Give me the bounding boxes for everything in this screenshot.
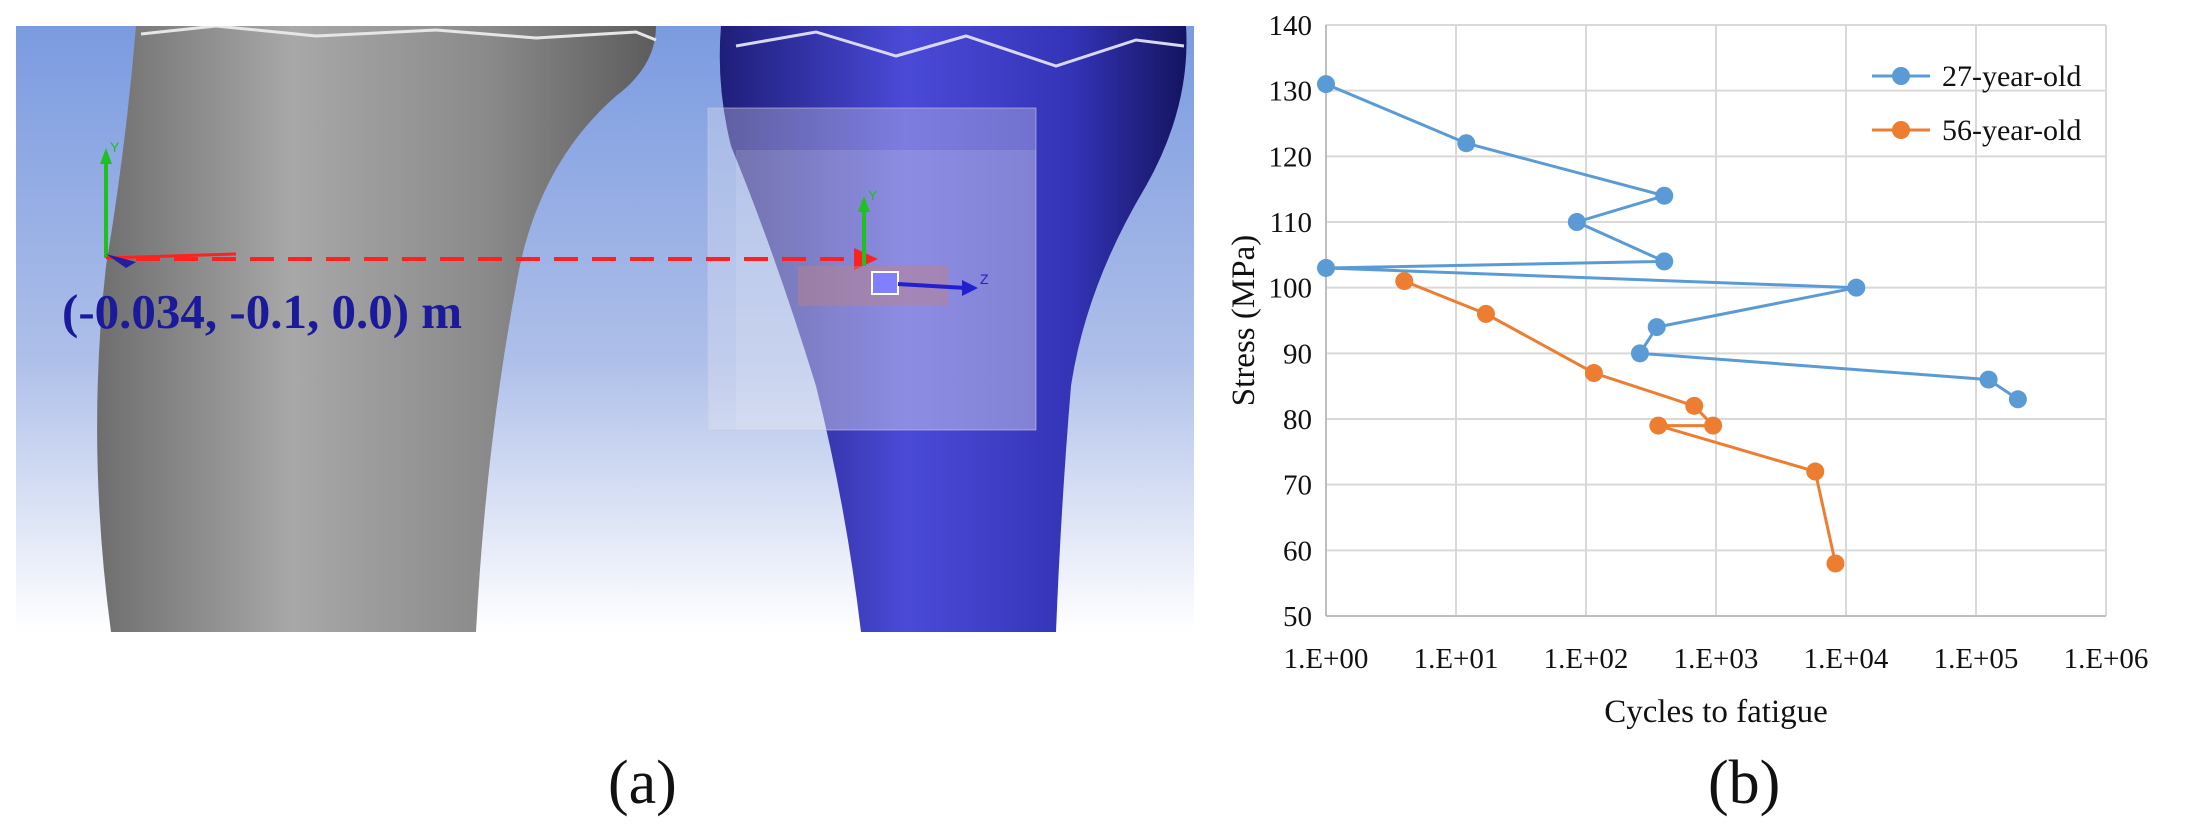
y-tick-label: 50 bbox=[1283, 601, 1312, 633]
data-point-series-1 bbox=[1630, 344, 1649, 363]
data-point-series-2 bbox=[1685, 396, 1704, 415]
y-tick-label: 80 bbox=[1283, 404, 1312, 436]
data-point-series-1 bbox=[1647, 318, 1666, 337]
y-tick-label: 110 bbox=[1270, 207, 1312, 239]
data-point-series-1 bbox=[1317, 75, 1335, 94]
data-point-series-2 bbox=[1395, 272, 1414, 291]
panel-b-chart: 50 60 70 80 90 100 110 120 130 140 1.E+00 1.E+01 1.E… bbox=[1200, 0, 2185, 740]
series-line-2 bbox=[1403, 279, 1837, 564]
legend-label-2: 56-year-old bbox=[1942, 114, 2081, 147]
y-tick-label: 60 bbox=[1283, 535, 1312, 567]
data-point-series-1 bbox=[1567, 213, 1586, 231]
x-tick-label: 1.E+01 bbox=[1414, 643, 1499, 675]
grey-bone-model bbox=[97, 26, 657, 632]
data-point-series-1 bbox=[1317, 258, 1335, 277]
legend-marker-1 bbox=[1892, 67, 1910, 85]
caption-b: (b) bbox=[1708, 749, 1781, 817]
load-marker bbox=[871, 271, 899, 295]
coordinate-label: (-0.034, -0.1, 0.0) m bbox=[62, 284, 463, 339]
data-point-series-1 bbox=[1979, 370, 1998, 389]
y-tick-label: 130 bbox=[1269, 76, 1313, 108]
data-point-series-2 bbox=[1476, 304, 1495, 323]
x-tick-label: 1.E+04 bbox=[1804, 643, 1889, 675]
x-axis-label: Cycles to fatigue bbox=[1604, 694, 1828, 730]
fatigue-chart: 50 60 70 80 90 100 110 120 130 140 1.E+00 1.E+01 1.E… bbox=[1226, 10, 2149, 730]
right-z-axis-label: Z bbox=[980, 271, 989, 287]
x-tick-label: 1.E+00 bbox=[1284, 643, 1369, 675]
data-point-series-2 bbox=[1649, 416, 1668, 435]
y-tick-label: 70 bbox=[1283, 470, 1312, 502]
data-point-series-2 bbox=[1704, 416, 1723, 435]
left-y-axis-arrowhead bbox=[100, 148, 112, 164]
y-tick-label: 90 bbox=[1283, 338, 1312, 370]
y-axis-label: Stress (MPa) bbox=[1226, 235, 1262, 406]
right-y-axis-label: Y bbox=[868, 187, 878, 203]
right-z-axis-arrowhead bbox=[962, 280, 978, 296]
grey-bone-cut-edge bbox=[140, 26, 657, 42]
data-point-series-2 bbox=[1584, 364, 1603, 383]
legend-label-1: 27-year-old bbox=[1942, 60, 2081, 93]
panel-a-bone-model: Y Y Z bbox=[16, 26, 1194, 632]
x-tick-label: 1.E+06 bbox=[2064, 643, 2149, 675]
y-tick-label: 120 bbox=[1269, 141, 1313, 173]
data-point-series-1 bbox=[2008, 390, 2027, 409]
data-point-series-2 bbox=[1806, 462, 1825, 481]
data-point-series-2 bbox=[1826, 554, 1845, 573]
x-tick-label: 1.E+05 bbox=[1934, 643, 2019, 675]
x-tick-label: 1.E+02 bbox=[1544, 643, 1629, 675]
left-x-axis-line bbox=[105, 252, 237, 260]
y-tick-label: 100 bbox=[1269, 273, 1313, 305]
data-point-series-1 bbox=[1655, 252, 1674, 271]
legend-marker-2 bbox=[1892, 121, 1910, 139]
data-point-series-1 bbox=[1847, 278, 1866, 297]
data-point-series-1 bbox=[1655, 186, 1674, 205]
bone-model-illustration: Y Y Z bbox=[16, 26, 1194, 632]
caption-a: (a) bbox=[608, 749, 677, 817]
selection-box bbox=[707, 107, 1037, 431]
left-z-axis-marker bbox=[106, 254, 136, 268]
data-point-series-1 bbox=[1457, 134, 1476, 153]
left-y-axis-label: Y bbox=[110, 139, 120, 155]
y-tick-label: 140 bbox=[1269, 10, 1313, 42]
right-z-axis-line bbox=[897, 282, 967, 290]
right-y-axis-arrowhead bbox=[858, 196, 870, 212]
blue-bone-cut-edge bbox=[735, 30, 1185, 68]
x-tick-label: 1.E+03 bbox=[1674, 643, 1759, 675]
blue-bone-model bbox=[719, 26, 1187, 632]
